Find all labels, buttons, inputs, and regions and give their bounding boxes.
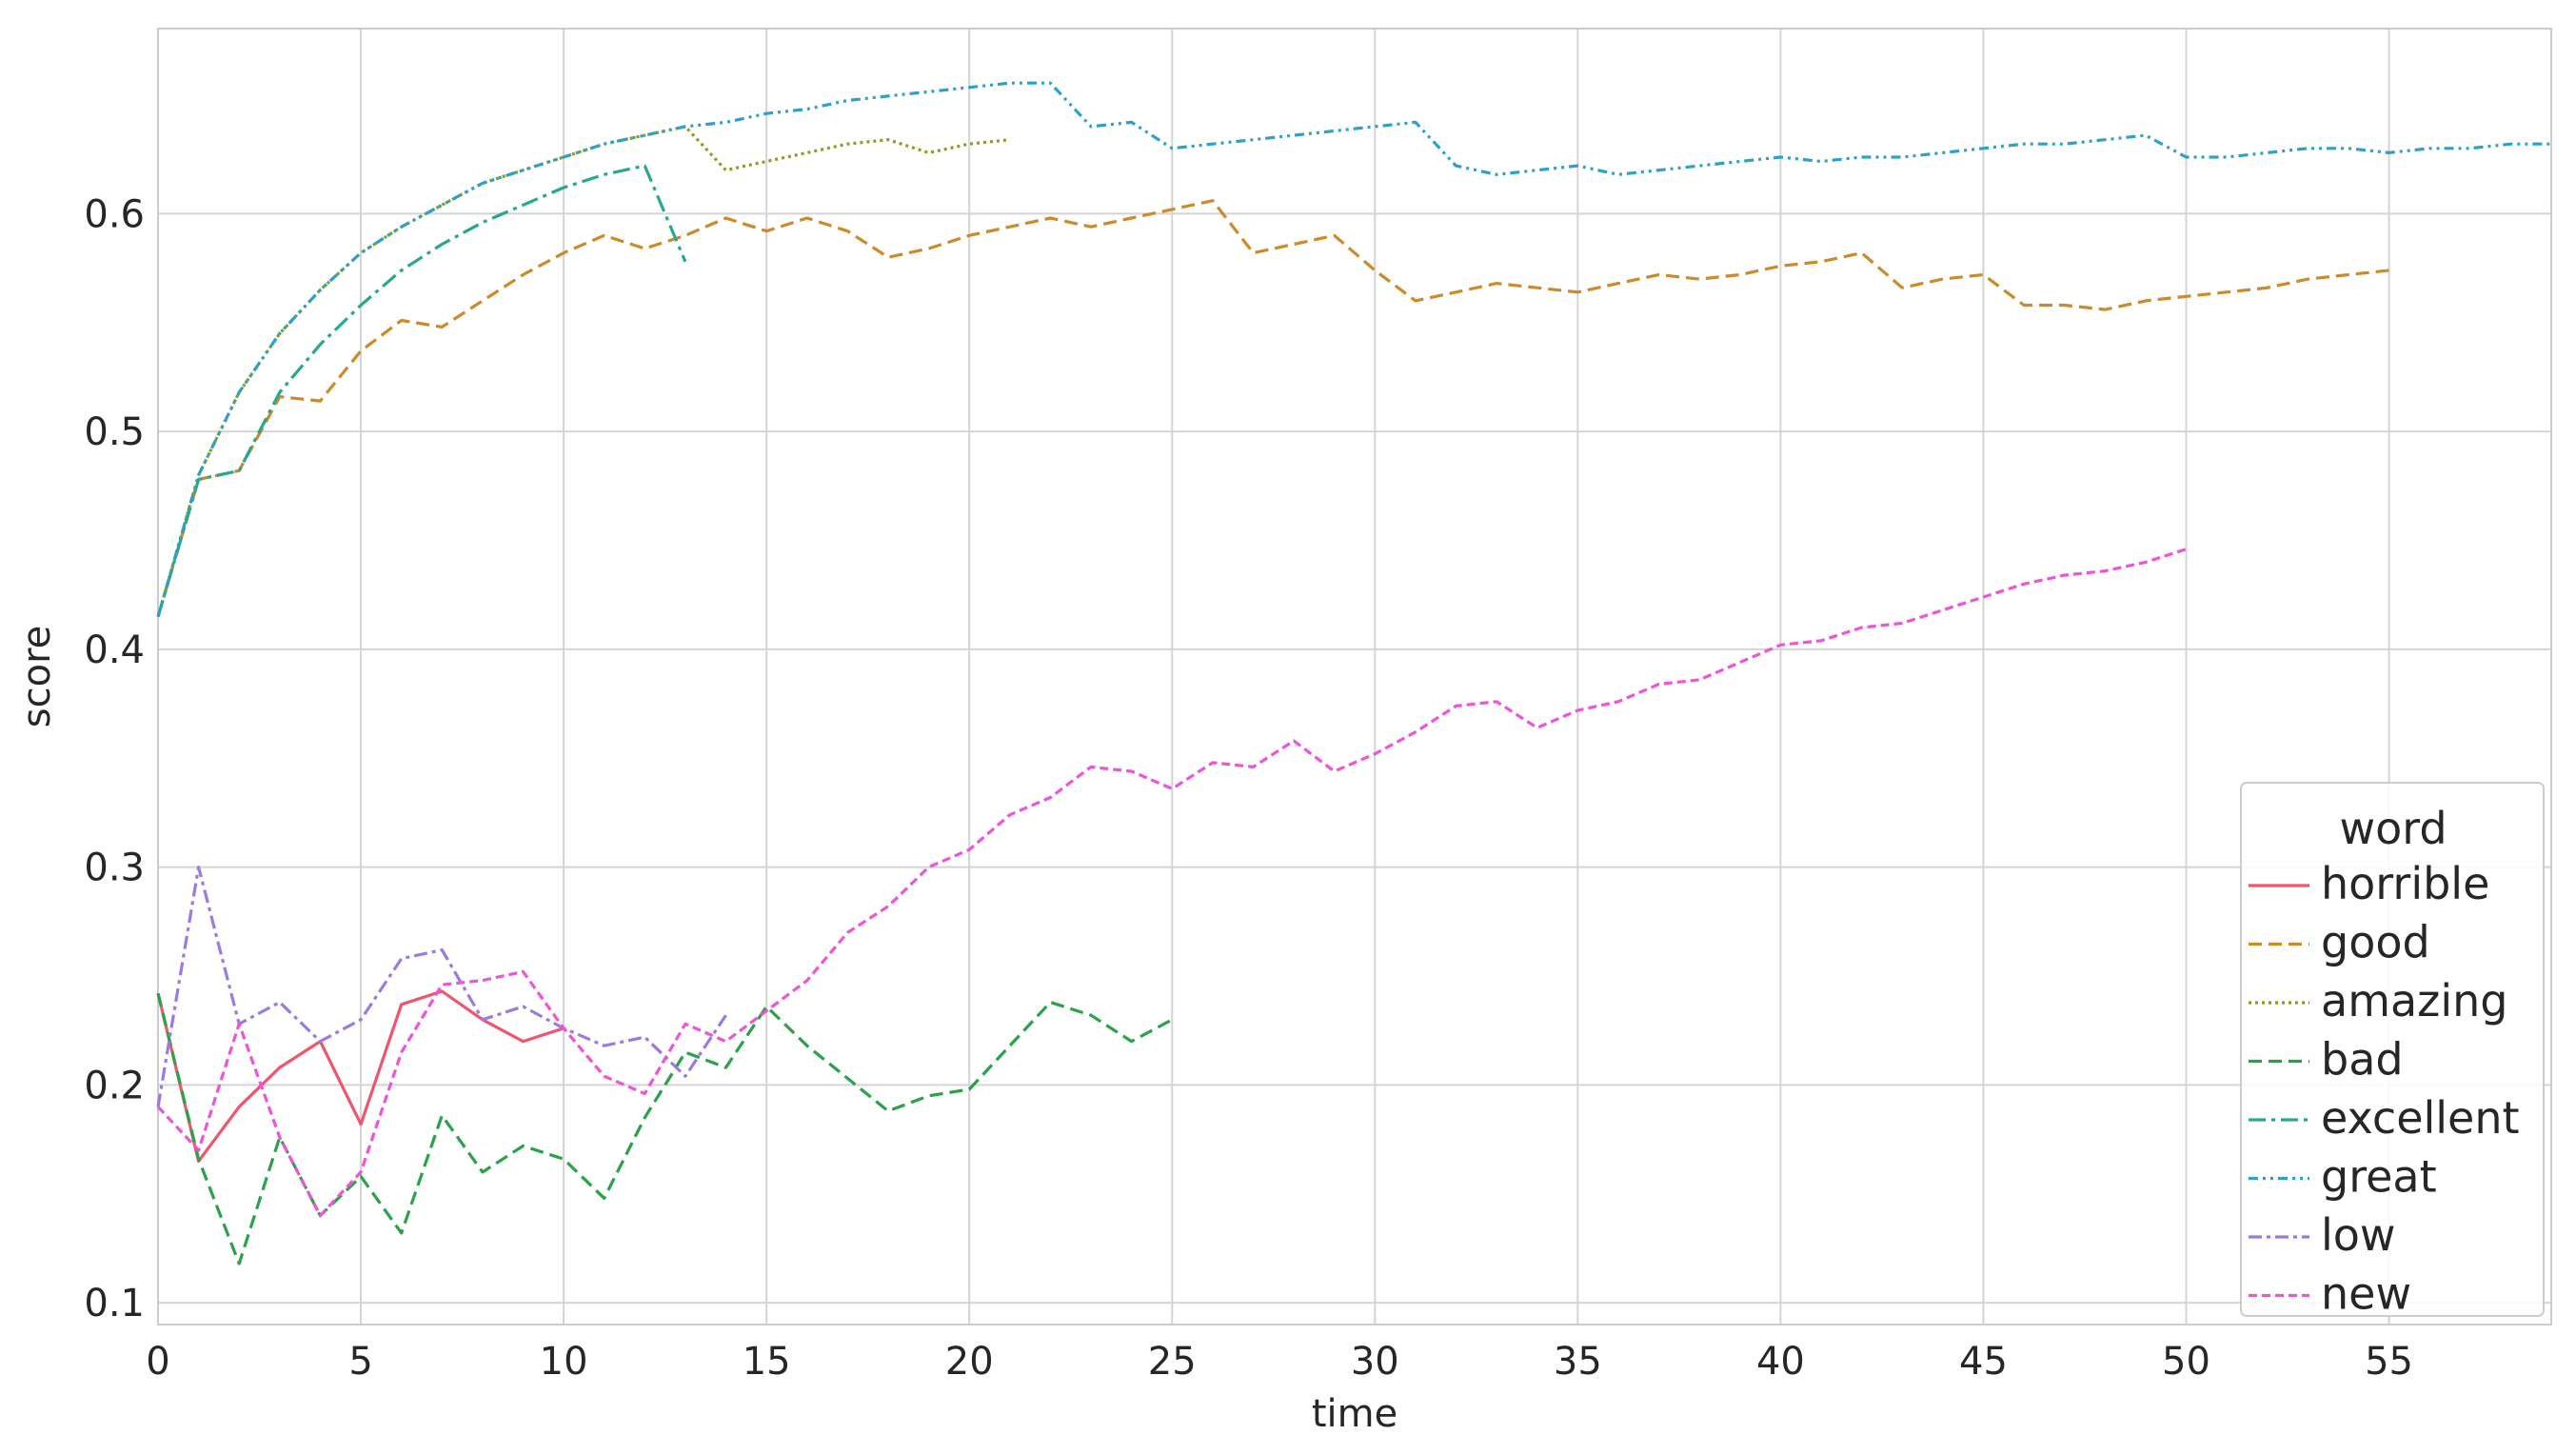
series-line-bad bbox=[156, 992, 1174, 1266]
legend-items: horrible good amazing bad excellent great low n… bbox=[2249, 858, 2520, 1320]
x-tick-label: 45 bbox=[1959, 1340, 2008, 1384]
legend-label-new: new bbox=[2321, 1268, 2411, 1320]
y-tick-label: 0.6 bbox=[84, 192, 145, 236]
legend-label-amazing: amazing bbox=[2321, 975, 2507, 1026]
series-line-good bbox=[156, 199, 2389, 618]
legend-label-good: good bbox=[2321, 917, 2430, 968]
y-tick-label: 0.3 bbox=[84, 847, 145, 890]
y-tick-label: 0.4 bbox=[84, 628, 145, 672]
x-tick-label: 10 bbox=[540, 1340, 588, 1384]
series-line-low bbox=[156, 865, 727, 1107]
series-layer bbox=[156, 81, 2551, 1266]
x-tick-label: 40 bbox=[1756, 1340, 1805, 1384]
x-tick-labels: 0 5 10 15 20 25 30 35 40 45 50 55 bbox=[146, 1340, 2413, 1384]
y-axis-label: score bbox=[15, 626, 59, 728]
legend-label-excellent: excellent bbox=[2321, 1092, 2520, 1144]
x-tick-label: 0 bbox=[146, 1340, 169, 1384]
legend-title: word bbox=[2339, 803, 2447, 854]
x-tick-label: 55 bbox=[2365, 1340, 2413, 1384]
x-tick-label: 50 bbox=[2162, 1340, 2210, 1384]
x-tick-label: 20 bbox=[945, 1340, 994, 1384]
x-tick-label: 30 bbox=[1351, 1340, 1399, 1384]
x-tick-label: 15 bbox=[743, 1340, 791, 1384]
series-line-horrible bbox=[156, 989, 565, 1164]
x-tick-label: 5 bbox=[348, 1340, 372, 1384]
legend-box bbox=[2240, 782, 2545, 1317]
legend: word horrible good amazing bad excellent grea… bbox=[2240, 782, 2545, 1320]
x-axis-label: time bbox=[1312, 1392, 1397, 1436]
y-tick-labels: 0.1 0.2 0.3 0.4 0.5 0.6 bbox=[84, 192, 145, 1325]
legend-label-bad: bad bbox=[2321, 1034, 2404, 1086]
legend-label-horrible: horrible bbox=[2321, 858, 2489, 909]
y-tick-label: 0.5 bbox=[84, 410, 145, 454]
grid-lines bbox=[157, 29, 2551, 1325]
plot-background bbox=[158, 29, 2551, 1325]
legend-label-low: low bbox=[2321, 1209, 2396, 1261]
series-line-new bbox=[156, 548, 2187, 1218]
x-tick-label: 35 bbox=[1554, 1340, 1602, 1384]
plot-area bbox=[157, 28, 2552, 1325]
series-line-great bbox=[156, 81, 2551, 618]
legend-label-great: great bbox=[2321, 1151, 2437, 1203]
y-tick-label: 0.2 bbox=[84, 1064, 145, 1107]
series-line-excellent bbox=[156, 164, 687, 618]
x-tick-label: 25 bbox=[1148, 1340, 1197, 1384]
y-tick-label: 0.1 bbox=[84, 1282, 145, 1325]
